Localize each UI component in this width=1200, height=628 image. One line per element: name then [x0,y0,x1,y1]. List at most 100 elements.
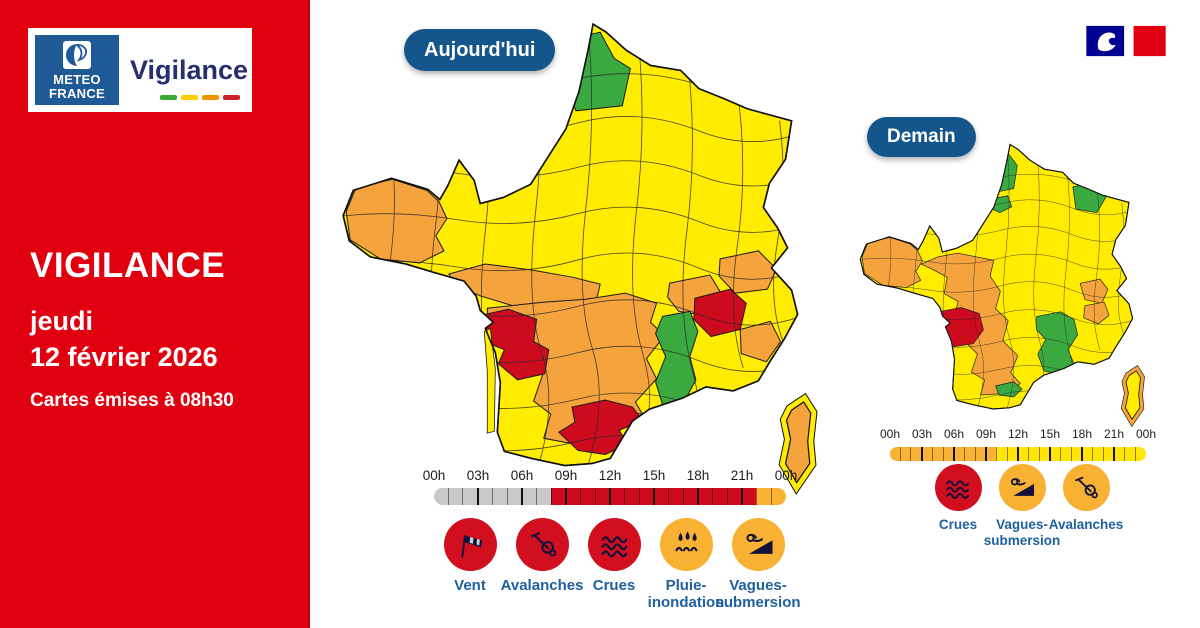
atlantic-coastal-strip [483,327,496,434]
phenomenon-item: Pluie-inondation [648,518,724,612]
timeline-tick-label: 03h [466,468,490,483]
timeline-hour-segment [565,488,581,505]
timeline-tick-mark [1081,447,1083,461]
timeline-tick-label: 00h [879,427,901,441]
vigilance-dash [202,95,219,100]
tomorrow-timeline: 00h 03h 06h 09h 12h 15h 18h 21h 00h [880,427,1156,461]
timeline-hour-segment [890,447,900,461]
timeline-hour-segment [697,488,713,505]
timeline-hour-segment [580,488,595,505]
timeline-hour-segment [1081,447,1093,461]
timeline-hour-segment [1124,447,1136,461]
timeline-tick-mark [921,447,923,461]
timeline-tick-mark [697,488,699,505]
phenomenon-label: Avalanches [500,577,584,594]
timeline-hour-segment [1038,447,1050,461]
timeline-tick-label: 18h [1071,427,1093,441]
timeline-tick-label: 06h [510,468,534,483]
timeline-hour-segment [535,488,551,505]
timeline-tick-mark [653,488,655,505]
waves-icon [587,518,641,571]
timeline-hour-segment [1060,447,1071,461]
today-timeline: 00h 03h 06h 09h 12h 15h 18h 21h 00h [423,468,797,505]
timeline-hour-segment [727,488,742,505]
timeline-hour-segment [741,488,757,505]
timeline-hour-segment [506,488,522,505]
timeline-tick-mark [521,488,523,505]
timeline-tick-mark [477,488,479,505]
timeline-hour-segment [521,488,536,505]
wave-submersion-icon [731,518,785,571]
timeline-hour-segment [447,488,463,505]
timeline-hour-segment [931,447,943,461]
timeline-hour-segment [712,488,728,505]
timeline-tick-mark [1113,447,1115,461]
timeline-tick-label: 00h [774,468,798,483]
brand-org-line2: FRANCE [49,85,105,101]
phenomenon-label: Avalanches [1048,517,1124,532]
timeline-hour-segment [963,447,975,461]
france-map-today [342,23,818,495]
corsica [1124,370,1141,420]
timeline-hour-segment [477,488,492,505]
timeline-hour-segment [550,488,566,505]
date-label: 12 février 2026 [30,342,218,372]
timeline-hour-segment [899,447,911,461]
timeline-tick-label: 18h [686,468,710,483]
timeline-hour-segment [1103,447,1114,461]
timeline-tick-label: 15h [1039,427,1061,441]
timeline-tick-label: 06h [943,427,965,441]
phenomenon-item: Vagues-submersion [716,518,801,612]
timeline-tick-mark [609,488,611,505]
timeline-hour-segment [974,447,986,461]
timeline-hour-segment [1049,447,1061,461]
phenomenon-label: Vent [454,577,486,594]
timeline-tick-label: 03h [911,427,933,441]
tomorrow-timeline-bar [890,447,1146,461]
timeline-tick-label: 15h [642,468,666,483]
timeline-tick-mark [985,447,987,461]
tomorrow-timeline-ticks: 00h 03h 06h 09h 12h 15h 18h 21h 00h [880,427,1156,444]
phenomenon-label: Crues [938,517,978,532]
meteo-france-logo: METEO FRANCE [35,35,119,105]
republique-francaise-flag [1086,25,1166,57]
timeline-hour-segment [1113,447,1125,461]
timeline-hour-segment [1028,447,1039,461]
timeline-tick-label: 09h [554,468,578,483]
timeline-tick-label: 21h [730,468,754,483]
phenomenon-label: Crues [592,577,636,594]
timeline-hour-segment [462,488,478,505]
wave-submersion-icon [998,464,1046,511]
timeline-tick-mark [1017,447,1019,461]
france-map-tomorrow [859,143,1145,428]
timeline-hour-segment [594,488,610,505]
brand-org-line1: METEO [53,71,101,87]
marianne-silhouette-icon [1097,32,1116,52]
timeline-tick-mark [741,488,743,505]
tomorrow-badge[interactable]: Demain [867,117,976,157]
phenomenon-label: Vagues-submersion [983,517,1061,548]
timeline-hour-segment [609,488,625,505]
timeline-tick-label: 12h [598,468,622,483]
timeline-hour-segment [756,488,772,505]
vigilance-color-dashes [160,95,240,100]
today-badge[interactable]: Aujourd'hui [404,29,556,71]
page-title: VIGILANCE [30,246,226,285]
flag-red-panel [1133,25,1166,57]
vigilance-dash [160,95,177,100]
corsica [784,401,812,484]
timeline-hour-segment [653,488,669,505]
timeline-tick-label: 00h [422,468,446,483]
weekday-label: jeudi [30,306,94,336]
timeline-hour-segment [910,447,922,461]
timeline-hour-segment [638,488,654,505]
meteo-france-vigilance-logo: METEO FRANCE Vigilance [28,28,252,112]
timeline-hour-segment [1092,447,1104,461]
rain-flood-icon [659,518,713,571]
issued-time-label: Cartes émises à 08h30 [30,390,234,411]
timeline-hour-segment [668,488,683,505]
vigilance-dash [181,95,198,100]
vigilance-wordmark: Vigilance [126,28,252,112]
phenomenon-label: Vagues-submersion [715,577,801,612]
